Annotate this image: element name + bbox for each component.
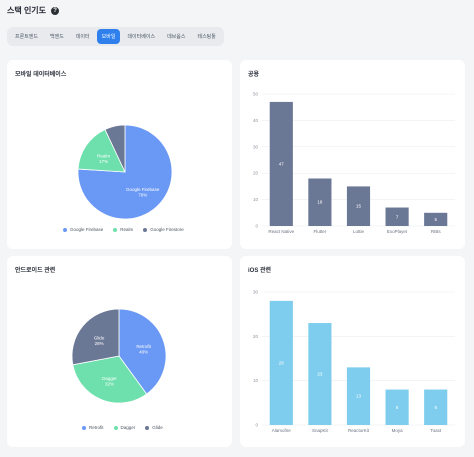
pie-label: Realm 17% — [97, 153, 110, 164]
bar-alamofire[interactable] — [269, 300, 293, 425]
bar-toast[interactable] — [424, 389, 448, 425]
bar-value-label: 47 — [279, 161, 285, 166]
bar-value-label: 8 — [396, 405, 399, 410]
tab-database[interactable]: 데이터베이스 — [127, 34, 156, 40]
y-tick-label: 30 — [253, 144, 259, 149]
legend-label: Realm — [120, 227, 134, 232]
x-tick-label: React Native — [268, 229, 294, 234]
legend-item[interactable]: Retrofit — [82, 425, 104, 430]
android-card: 안드로이드 관련 Retrofit 40% Dagger 32% Glide 28% Re… — [7, 256, 232, 447]
bar-value-label: 23 — [317, 372, 323, 377]
ios-card: iOS 관련 0 10 20 30 28 Alamofire 23 SnapKit 13 Reac… — [240, 256, 465, 447]
x-tick-label: ReactorKit — [348, 428, 370, 433]
card-title: iOS 관련 — [248, 268, 272, 274]
pie-slice-retrofit[interactable] — [118, 308, 167, 395]
card-title: 공용 — [248, 72, 260, 78]
mobile-db-card: 모바일 데이터베이스 Google Firebase 76% Realm 17% Go… — [7, 60, 232, 249]
y-tick-label: 0 — [255, 224, 258, 229]
legend-item[interactable]: Realm — [113, 227, 133, 232]
y-tick-label: 10 — [253, 378, 259, 383]
help-icon[interactable]: ? — [51, 6, 60, 15]
page-title: 스택 인기도 — [7, 6, 47, 15]
page-header: 스택 인기도 ? — [7, 5, 60, 16]
common-bar-chart: 0 10 20 30 40 50 47 React Native 18 Flutter 15 Lott… — [253, 92, 455, 234]
x-tick-label: Lottie — [353, 229, 365, 234]
x-tick-label: ExoPlayer — [387, 229, 408, 234]
ios-bar-chart: 0 10 20 30 28 Alamofire 23 SnapKit 13 ReactorKit 8… — [253, 290, 455, 433]
tab-data[interactable]: 데이터 — [75, 34, 90, 40]
legend-label: Google Firestore — [150, 227, 184, 232]
android-pie-chart: Retrofit 40% Dagger 32% Glide 28% — [71, 308, 167, 404]
card-title: 안드로이드 관련 — [15, 268, 56, 274]
x-tick-label: SnapKit — [312, 428, 329, 433]
y-tick-label: 50 — [253, 92, 259, 97]
card-title: 모바일 데이터베이스 — [15, 72, 67, 78]
bar-exoplayer[interactable] — [385, 207, 409, 226]
y-tick-label: 40 — [253, 118, 259, 123]
legend-dot — [63, 227, 67, 232]
tab-backend[interactable]: 백엔드 — [50, 34, 64, 40]
legend-dot — [143, 227, 148, 232]
tab-devops[interactable]: 데브옵스 — [167, 34, 186, 40]
y-tick-label: 20 — [253, 171, 259, 176]
bar-react-native[interactable] — [269, 101, 293, 226]
mobile-db-pie-chart: Google Firebase 76% Realm 17% — [77, 124, 173, 220]
legend-dot — [145, 425, 150, 430]
legend-item[interactable]: Dagger — [113, 425, 136, 430]
android-legend: Retrofit Dagger Glide — [82, 425, 163, 430]
legend-label: Dagger — [120, 425, 136, 430]
legend-item[interactable]: Google Firebase — [63, 227, 103, 232]
y-tick-label: 0 — [255, 423, 258, 428]
bar-moya[interactable] — [385, 389, 409, 425]
bar-ribs[interactable] — [424, 212, 448, 226]
bar-value-label: 8 — [434, 405, 437, 410]
legend-dot — [113, 227, 118, 232]
bar-reactorkit[interactable] — [346, 367, 371, 425]
legend-label: Glide — [152, 425, 163, 430]
legend-label: Google Firebase — [70, 227, 104, 232]
bar-flutter[interactable] — [308, 178, 332, 226]
pie-label: Google Firebase 76% — [126, 187, 160, 198]
legend-dot — [82, 425, 86, 430]
y-tick-label: 10 — [253, 197, 259, 202]
mobile-db-legend: Google Firebase Realm Google Firestore — [63, 227, 184, 232]
common-card: 공용 0 10 20 30 40 50 47 React Native 18 Flutter 15 L… — [240, 60, 465, 249]
pie-slice-dagger[interactable] — [72, 355, 148, 404]
category-tabs: 프론트엔드 백엔드 데이터 모바일 데이터베이스 데브옵스 테스팅툴 — [7, 27, 224, 46]
pie-label: Dagger 32% — [102, 376, 117, 387]
legend-item[interactable]: Glide — [145, 425, 163, 430]
bar-value-label: 28 — [279, 360, 285, 365]
legend-label: Retrofit — [89, 425, 104, 430]
y-tick-label: 30 — [253, 290, 259, 295]
pie-label: Glide 28% — [94, 336, 105, 347]
x-tick-label: Toast — [430, 428, 442, 433]
y-tick-label: 20 — [253, 334, 259, 339]
pie-slice-glide[interactable] — [71, 308, 120, 366]
x-tick-label: Moya — [392, 428, 404, 433]
x-tick-label: Alamofire — [272, 428, 292, 433]
x-tick-label: RIBs — [431, 229, 442, 234]
tab-testing[interactable]: 테스팅툴 — [197, 34, 216, 40]
x-tick-label: Flutter — [314, 229, 327, 234]
legend-dot — [113, 425, 118, 430]
tab-mobile[interactable]: 모바일 — [96, 29, 121, 44]
bar-value-label: 5 — [434, 217, 437, 222]
pie-slice-realm[interactable] — [77, 128, 126, 173]
bar-value-label: 15 — [356, 204, 362, 209]
pie-label: Retrofit 40% — [136, 344, 151, 355]
legend-item[interactable]: Google Firestore — [143, 227, 184, 232]
tab-frontend[interactable]: 프론트엔드 — [15, 34, 39, 40]
bar-snapkit[interactable] — [308, 323, 332, 425]
bar-value-label: 18 — [317, 200, 323, 205]
bar-lottie[interactable] — [346, 186, 371, 226]
pie-slice-google-firestore[interactable] — [104, 124, 126, 173]
bar-value-label: 7 — [396, 214, 399, 219]
bar-value-label: 13 — [356, 394, 362, 399]
